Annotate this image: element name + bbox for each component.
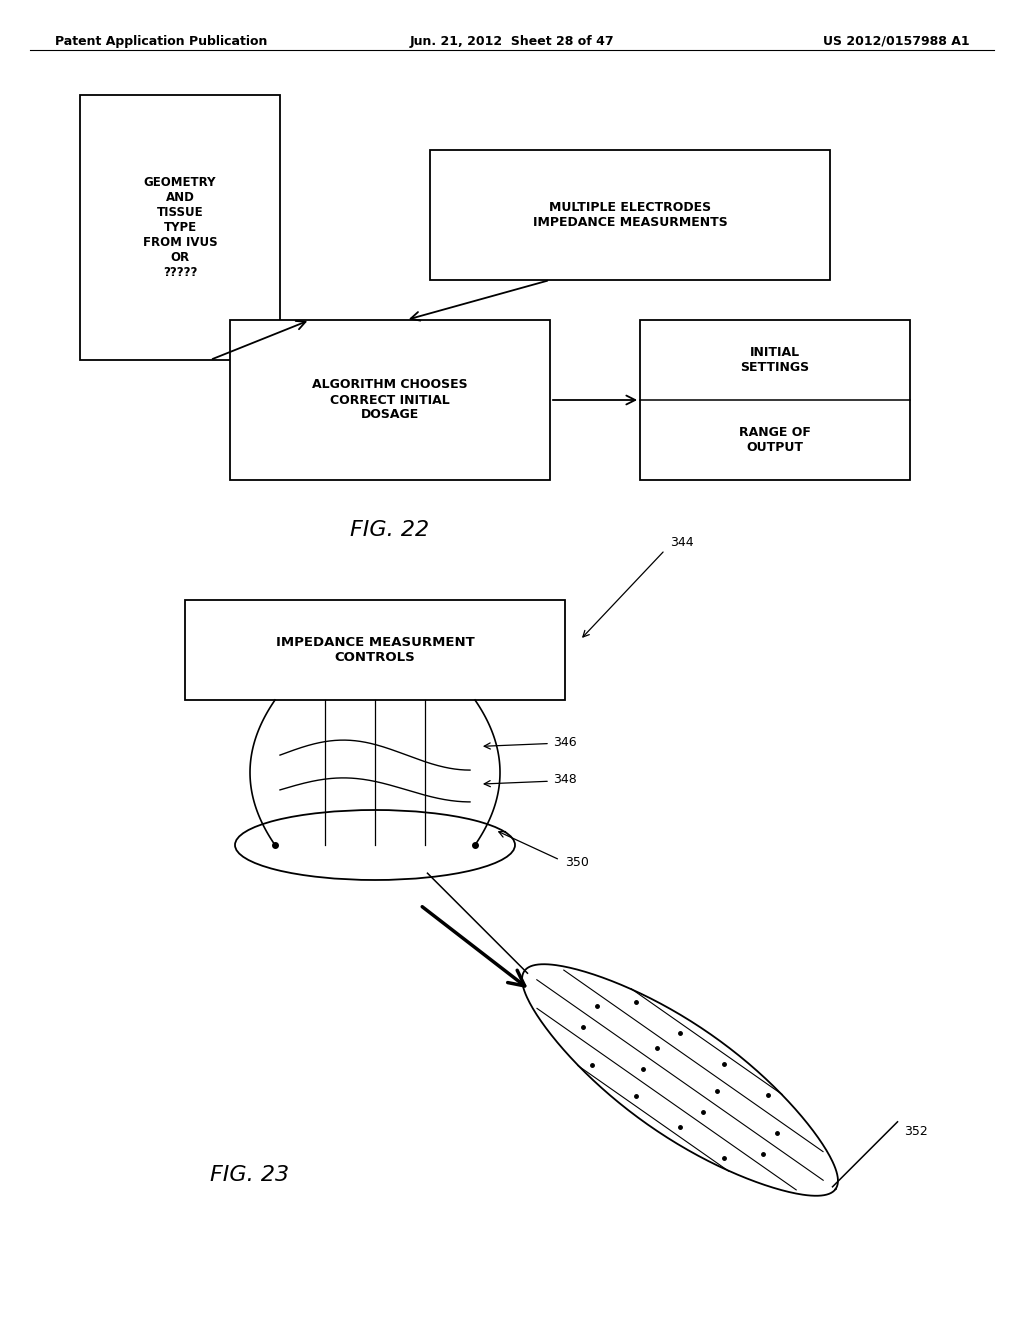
- Text: Jun. 21, 2012  Sheet 28 of 47: Jun. 21, 2012 Sheet 28 of 47: [410, 36, 614, 48]
- Text: MULTIPLE ELECTRODES
IMPEDANCE MEASURMENTS: MULTIPLE ELECTRODES IMPEDANCE MEASURMENT…: [532, 201, 727, 228]
- Bar: [80, 95, 280, 360]
- Text: 348: 348: [553, 774, 577, 787]
- Text: 344: 344: [670, 536, 693, 549]
- Text: FIG. 22: FIG. 22: [350, 520, 429, 540]
- Bar: [230, 319, 550, 480]
- Text: IMPEDANCE MEASURMENT
CONTROLS: IMPEDANCE MEASURMENT CONTROLS: [275, 636, 474, 664]
- Text: FIG. 23: FIG. 23: [211, 1166, 290, 1185]
- Text: Patent Application Publication: Patent Application Publication: [55, 36, 267, 48]
- Text: ALGORITHM CHOOSES
CORRECT INITIAL
DOSAGE: ALGORITHM CHOOSES CORRECT INITIAL DOSAGE: [312, 379, 468, 421]
- Text: INITIAL
SETTINGS: INITIAL SETTINGS: [740, 346, 810, 374]
- Text: 350: 350: [565, 857, 589, 870]
- Ellipse shape: [234, 810, 515, 880]
- Bar: [640, 319, 910, 480]
- Bar: [185, 601, 565, 700]
- Text: RANGE OF
OUTPUT: RANGE OF OUTPUT: [739, 426, 811, 454]
- Text: GEOMETRY
AND
TISSUE
TYPE
FROM IVUS
OR
?????: GEOMETRY AND TISSUE TYPE FROM IVUS OR ??…: [142, 176, 217, 279]
- Text: 346: 346: [553, 735, 577, 748]
- Text: US 2012/0157988 A1: US 2012/0157988 A1: [823, 36, 970, 48]
- Bar: [430, 150, 830, 280]
- Text: 352: 352: [904, 1125, 929, 1138]
